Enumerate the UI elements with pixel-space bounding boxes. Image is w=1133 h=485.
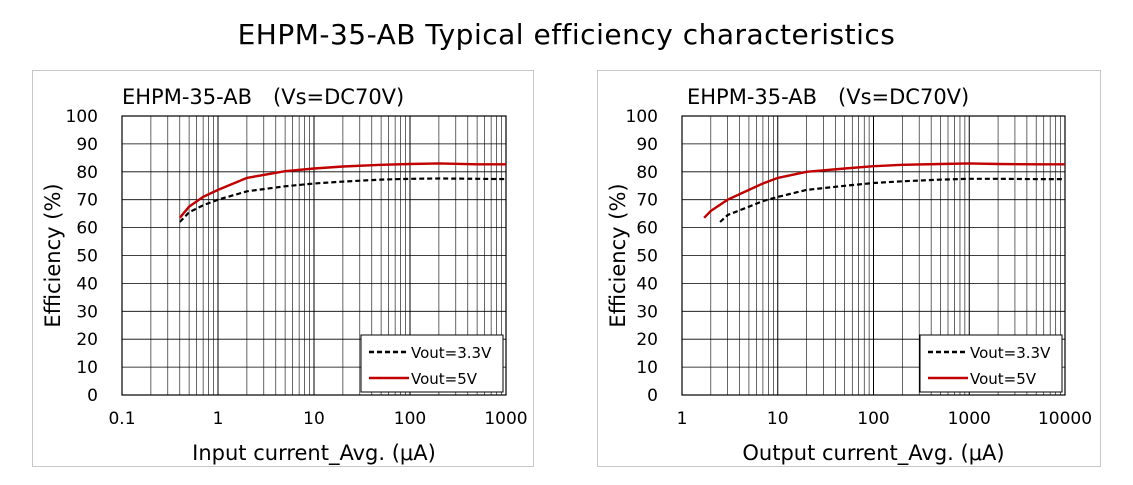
y-tick-label: 90 (76, 135, 98, 155)
x-tick-label: 1 (677, 409, 688, 429)
y-tick-label: 40 (636, 274, 658, 294)
y-tick-label: 30 (636, 302, 658, 322)
series-line-vout-5v (178, 162, 506, 219)
y-tick-label: 80 (76, 163, 98, 183)
series-line-vout-3v3 (179, 177, 507, 223)
chart-title: EHPM-35-AB (Vs=DC70V) (687, 85, 969, 109)
efficiency-chart-input: 0 10 20 30 40 50 60 70 80 90 100 0.1 1 10 100 1000 Vout=… (41, 85, 528, 466)
y-tick-label: 0 (87, 386, 98, 406)
y-axis-title: Efficiency (%) (41, 183, 65, 327)
page-title: EHPM-35-AB Typical efficiency characteri… (237, 18, 896, 51)
series-line-vout-3v3 (719, 177, 1065, 223)
x-tick-label: 10 (767, 409, 789, 429)
x-tick-label: 10 (303, 409, 325, 429)
plot-frame (681, 115, 1066, 396)
chart-title: EHPM-35-AB (Vs=DC70V) (122, 85, 404, 109)
y-tick-label: 70 (76, 191, 98, 211)
x-tick-label: 1 (213, 409, 224, 429)
x-axis-title: Input current_Avg. (μA) (192, 441, 436, 466)
y-tick-label: 30 (76, 302, 98, 322)
chart-panel-input-current: 0 10 20 30 40 50 60 70 80 90 100 0.1 1 10 100 1000 Vout=… (32, 70, 534, 467)
x-tick-label: 100 (857, 409, 889, 429)
y-tick-label: 50 (76, 247, 98, 267)
y-tick-label: 90 (636, 135, 658, 155)
legend-label: Vout=3.3V (970, 344, 1051, 362)
legend-label: Vout=3.3V (411, 344, 492, 362)
x-axis-title: Output current_Avg. (μA) (742, 441, 1004, 466)
legend-box (360, 334, 504, 393)
y-tick-label: 80 (636, 163, 658, 183)
y-tick-label: 10 (76, 358, 98, 378)
x-tick-label: 1000 (948, 409, 991, 429)
x-tick-label: 100 (394, 409, 426, 429)
x-tick-label: 1000 (484, 409, 527, 429)
y-axis-title: Efficiency (%) (606, 183, 630, 327)
y-tick-label: 100 (626, 107, 658, 127)
y-tick-label: 0 (647, 386, 658, 406)
legend-box (919, 334, 1063, 393)
y-tick-label: 20 (636, 330, 658, 350)
y-tick-label: 10 (636, 358, 658, 378)
x-tick-label: 10000 (1038, 409, 1092, 429)
y-tick-label: 40 (76, 274, 98, 294)
series-line-vout-5v (703, 162, 1065, 219)
y-tick-label: 50 (636, 247, 658, 267)
y-tick-label: 20 (76, 330, 98, 350)
legend-label: Vout=5V (970, 370, 1037, 388)
y-tick-label: 60 (76, 219, 98, 239)
chart-panel-output-current: 0 10 20 30 40 50 60 70 80 90 100 1 10 100 1000 10000 Vou… (597, 70, 1101, 467)
plot-frame (121, 115, 507, 396)
y-tick-label: 60 (636, 219, 658, 239)
x-tick-label: 0.1 (108, 409, 135, 429)
legend-label: Vout=5V (411, 370, 478, 388)
y-tick-label: 70 (636, 191, 658, 211)
y-tick-label: 100 (66, 107, 98, 127)
